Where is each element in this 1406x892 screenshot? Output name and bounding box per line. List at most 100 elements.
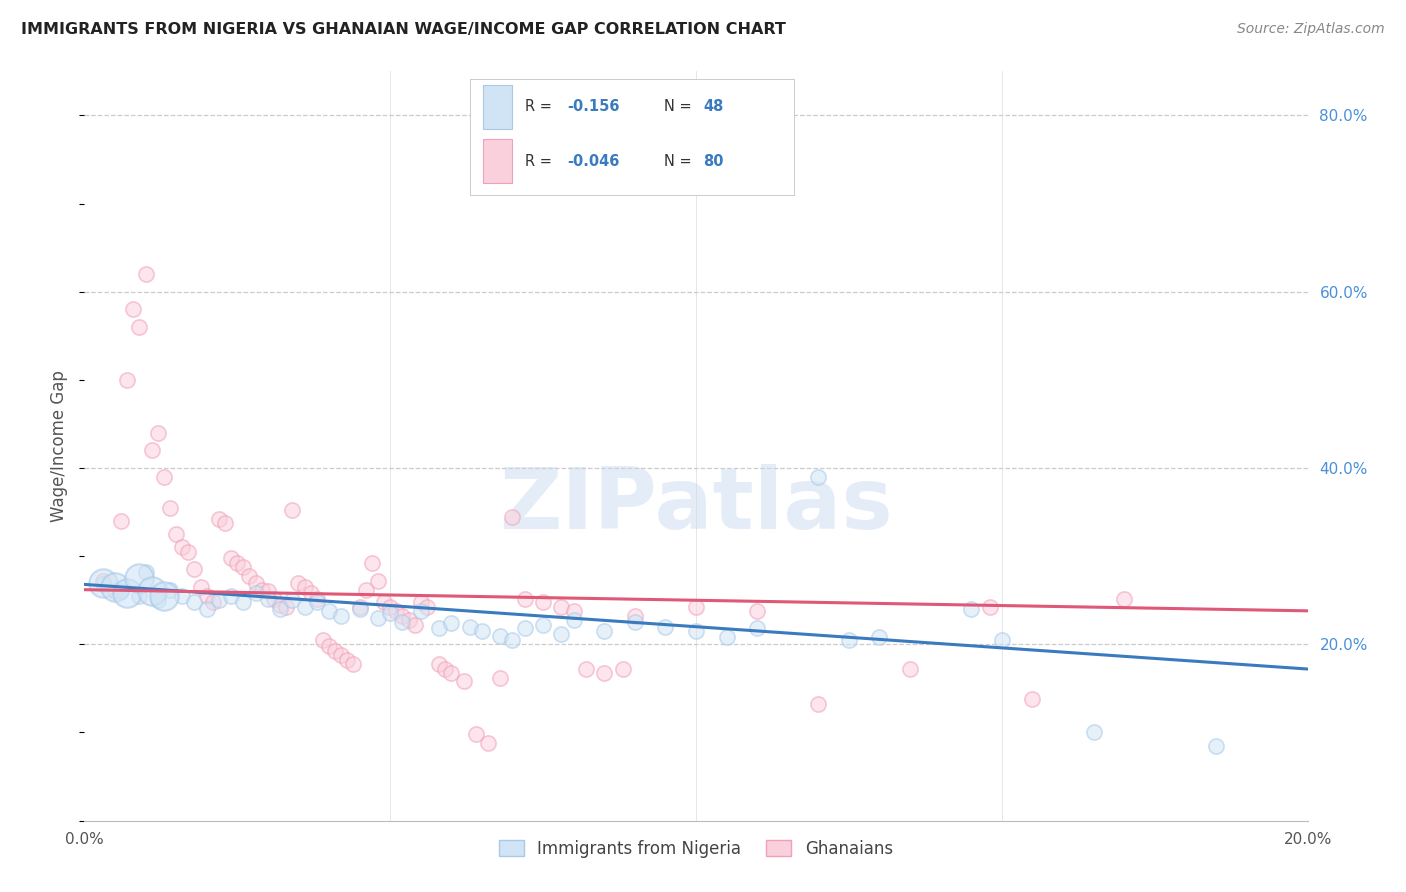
Point — [747, 622, 769, 636]
Point — [531, 595, 554, 609]
Point — [685, 624, 707, 639]
Point — [115, 373, 138, 387]
Point — [146, 425, 169, 440]
Point — [489, 628, 512, 642]
Point — [299, 586, 322, 600]
Point — [427, 622, 450, 636]
Point — [575, 662, 598, 676]
Point — [367, 574, 389, 588]
Point — [562, 613, 585, 627]
Point — [153, 589, 176, 603]
Point — [110, 514, 132, 528]
Point — [232, 595, 254, 609]
Point — [91, 574, 114, 588]
Point — [489, 671, 512, 685]
Point — [172, 541, 194, 555]
Point — [458, 620, 481, 634]
Point — [550, 626, 572, 640]
Point — [281, 593, 304, 607]
Point — [440, 616, 463, 631]
Point — [398, 613, 420, 627]
Point — [115, 586, 138, 600]
Point — [685, 600, 707, 615]
Point — [110, 584, 132, 599]
Legend: Immigrants from Nigeria, Ghanaians: Immigrants from Nigeria, Ghanaians — [492, 833, 900, 864]
Point — [409, 595, 432, 609]
Point — [330, 609, 353, 624]
Point — [404, 618, 426, 632]
Point — [135, 565, 157, 579]
Point — [276, 600, 298, 615]
Point — [269, 602, 291, 616]
Point — [502, 509, 524, 524]
Point — [330, 648, 353, 662]
Point — [305, 591, 328, 606]
Point — [409, 604, 432, 618]
Point — [195, 589, 218, 603]
Point — [141, 443, 163, 458]
Point — [128, 571, 150, 585]
Point — [593, 624, 616, 639]
Point — [747, 604, 769, 618]
Point — [305, 595, 328, 609]
Point — [245, 586, 267, 600]
Point — [245, 575, 267, 590]
Point — [232, 559, 254, 574]
Point — [281, 503, 304, 517]
Point — [373, 595, 395, 609]
Point — [135, 267, 157, 281]
Point — [477, 736, 499, 750]
Point — [367, 611, 389, 625]
Text: IMMIGRANTS FROM NIGERIA VS GHANAIAN WAGE/INCOME GAP CORRELATION CHART: IMMIGRANTS FROM NIGERIA VS GHANAIAN WAGE… — [21, 22, 786, 37]
Point — [807, 698, 830, 712]
Point — [349, 600, 371, 615]
Point — [440, 665, 463, 680]
Point — [807, 470, 830, 484]
Point — [391, 615, 413, 630]
Point — [177, 545, 200, 559]
Point — [91, 577, 114, 591]
Point — [104, 580, 127, 594]
Point — [269, 598, 291, 612]
Y-axis label: Wage/Income Gap: Wage/Income Gap — [51, 370, 69, 522]
Point — [979, 600, 1001, 615]
Point — [869, 630, 891, 644]
Text: Source: ZipAtlas.com: Source: ZipAtlas.com — [1237, 22, 1385, 37]
Point — [654, 620, 676, 634]
Point — [624, 609, 647, 624]
Point — [464, 727, 486, 741]
Point — [219, 589, 242, 603]
Point — [263, 591, 285, 606]
Point — [716, 630, 738, 644]
Point — [562, 604, 585, 618]
Point — [183, 562, 205, 576]
Point — [838, 632, 860, 647]
Point — [1114, 591, 1136, 606]
Point — [172, 589, 194, 603]
Point — [380, 600, 402, 615]
Point — [183, 595, 205, 609]
Point — [128, 589, 150, 603]
Point — [214, 516, 236, 530]
Point — [287, 575, 309, 590]
Point — [208, 593, 231, 607]
Point — [898, 662, 921, 676]
Text: ZIPatlas: ZIPatlas — [499, 465, 893, 548]
Point — [624, 615, 647, 630]
Point — [294, 580, 316, 594]
Point — [312, 632, 335, 647]
Point — [380, 607, 402, 621]
Point — [550, 600, 572, 615]
Point — [342, 657, 364, 671]
Point — [294, 600, 316, 615]
Point — [208, 512, 231, 526]
Point — [318, 604, 340, 618]
Point — [612, 662, 634, 676]
Point — [190, 580, 212, 594]
Point — [453, 674, 475, 689]
Point — [354, 582, 377, 597]
Point — [226, 556, 249, 570]
Point — [318, 639, 340, 653]
Point — [593, 665, 616, 680]
Point — [159, 500, 181, 515]
